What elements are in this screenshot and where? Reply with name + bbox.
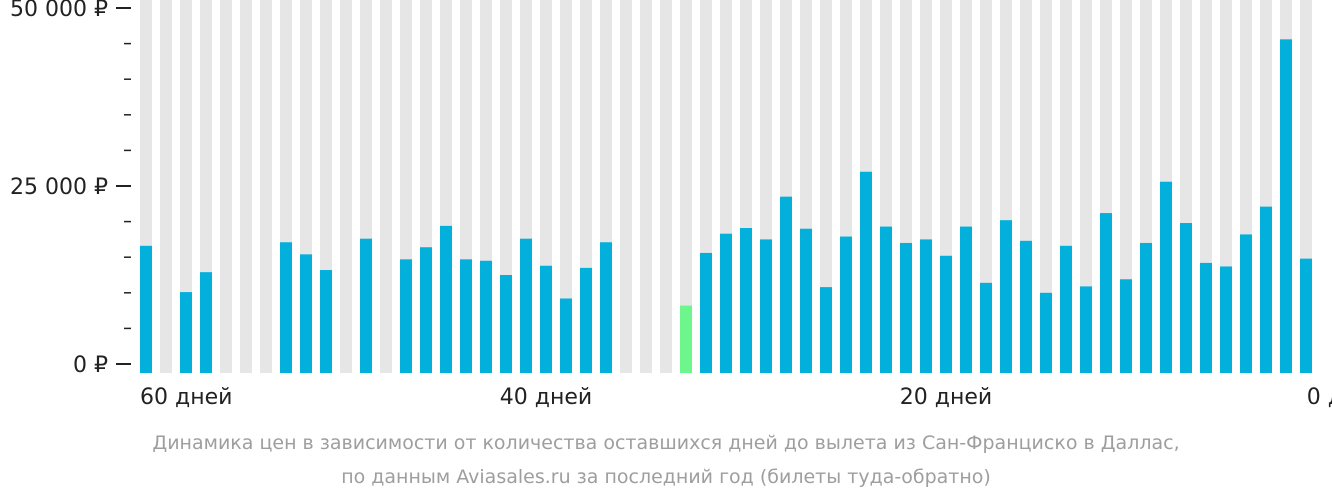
background-stripe — [620, 0, 632, 373]
background-stripe — [820, 0, 832, 373]
price-bar — [700, 252, 712, 373]
price-bar — [360, 238, 372, 373]
price-bar — [1100, 213, 1112, 373]
price-bar — [1120, 279, 1132, 373]
price-bar — [540, 265, 552, 373]
price-bar — [740, 228, 752, 373]
background-stripe — [260, 0, 272, 373]
price-bar — [580, 267, 592, 373]
background-stripe — [160, 0, 172, 373]
price-bar — [560, 298, 572, 373]
background-stripe — [220, 0, 232, 373]
price-bar — [480, 260, 492, 373]
background-stripe — [340, 0, 352, 373]
y-tick-label: 50 000 ₽ — [10, 0, 108, 22]
price-bar — [840, 236, 852, 373]
price-chart: 50 000 ₽ 25 000 ₽ 0 ₽ 60 дней 40 дней 20 дней… — [10, 0, 1332, 410]
price-bar — [1140, 242, 1152, 373]
price-bar — [600, 242, 612, 373]
background-stripe — [640, 0, 652, 373]
price-bar — [1080, 286, 1092, 373]
background-stripe — [1080, 0, 1092, 373]
price-bar — [1020, 240, 1032, 373]
price-bar — [760, 239, 772, 373]
x-tick-label: 40 дней — [500, 385, 592, 410]
price-bar — [460, 259, 472, 373]
price-bar — [1240, 234, 1252, 373]
price-bar — [800, 228, 812, 373]
price-bar — [1040, 292, 1052, 373]
chart-caption-line1: Динамика цен в зависимости от количества… — [152, 432, 1180, 454]
y-tick-label: 0 ₽ — [73, 353, 108, 378]
background-stripe — [980, 0, 992, 373]
price-bar — [1300, 258, 1312, 373]
x-tick-label: 20 дней — [900, 385, 992, 410]
price-bar — [1180, 223, 1192, 373]
price-bar — [960, 226, 972, 373]
price-bar — [200, 272, 212, 373]
price-bar — [180, 292, 192, 373]
price-bar — [720, 233, 732, 373]
price-bar — [520, 238, 532, 373]
price-bar — [400, 259, 412, 373]
price-bar — [1200, 262, 1212, 373]
x-tick-label: 60 дней — [140, 385, 232, 410]
price-bar — [1160, 181, 1172, 373]
background-stripe — [660, 0, 672, 373]
y-tick-label: 25 000 ₽ — [10, 175, 108, 200]
background-stripe — [680, 0, 692, 373]
chart-caption-line2: по данным Aviasales.ru за последний год … — [341, 466, 991, 488]
background-stripe — [560, 0, 572, 373]
price-bar — [440, 225, 452, 373]
background-stripe — [1040, 0, 1052, 373]
price-bar — [500, 275, 512, 373]
highlight-bar — [680, 305, 692, 373]
price-bar — [1280, 39, 1292, 373]
price-bar — [980, 282, 992, 373]
price-bar — [280, 242, 292, 373]
price-bar — [1060, 245, 1072, 373]
price-bar — [140, 245, 152, 373]
x-tick-label: 0 дней — [1307, 385, 1332, 410]
price-bar — [920, 239, 932, 373]
price-bar — [880, 226, 892, 373]
price-bar — [320, 270, 332, 373]
price-bar — [1260, 206, 1272, 373]
price-bar — [860, 171, 872, 373]
background-stripe — [180, 0, 192, 373]
price-bar — [780, 196, 792, 373]
price-bar — [940, 255, 952, 373]
price-bar — [820, 287, 832, 373]
price-bar — [300, 254, 312, 373]
background-stripe — [240, 0, 252, 373]
price-bar — [900, 242, 912, 373]
background-stripe — [380, 0, 392, 373]
price-bar — [420, 247, 432, 373]
price-bar — [1220, 266, 1232, 373]
price-bar — [1000, 220, 1012, 373]
